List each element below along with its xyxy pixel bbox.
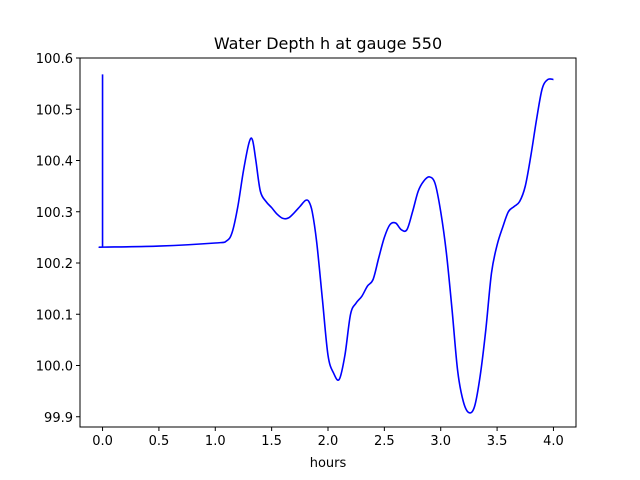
x-tick-label: 2.0 (318, 434, 339, 449)
y-tick-label: 100.3 (36, 206, 73, 221)
y-tick-label: 100.5 (36, 103, 73, 118)
x-axis: 0.0 0.5 1.0 1.5 2.0 2.5 3.0 3.5 4.0 (92, 427, 564, 449)
plot-area (98, 74, 554, 414)
y-tick-label: 100.6 (36, 52, 73, 67)
y-tick-label: 100.0 (36, 360, 73, 375)
x-tick-label: 1.0 (205, 434, 226, 449)
x-tick-label: 0.5 (149, 434, 170, 449)
y-tick-label: 99.9 (44, 411, 73, 426)
x-axis-label: hours (310, 456, 347, 471)
chart-title: Water Depth h at gauge 550 (214, 34, 442, 53)
plot-frame (79, 57, 577, 428)
y-tick-label: 100.1 (36, 308, 73, 323)
x-tick-label: 4.0 (543, 434, 564, 449)
x-tick-label: 0.0 (92, 434, 113, 449)
x-tick-label: 1.5 (261, 434, 282, 449)
x-tick-label: 3.0 (430, 434, 451, 449)
y-axis: 99.9 100.0 100.1 100.2 100.3 100.4 100.5 100.6 (36, 52, 80, 426)
x-tick-label: 3.5 (487, 434, 508, 449)
y-tick-label: 100.4 (36, 155, 73, 170)
y-tick-label: 100.2 (36, 257, 73, 272)
series-line (98, 74, 554, 414)
x-tick-label: 2.5 (374, 434, 395, 449)
